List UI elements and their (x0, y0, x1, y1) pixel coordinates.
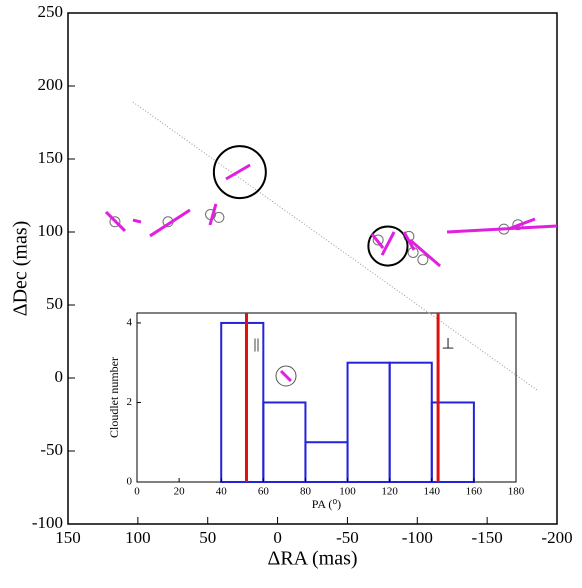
inset-icon-vector (279, 369, 293, 383)
main-plot-frame (67, 12, 558, 525)
x-tick-label: -200 (541, 528, 572, 547)
polarization-vector (380, 231, 396, 256)
x-tick-label: 20 (174, 485, 186, 497)
x-axis-label: ΔRA (mas) (267, 547, 357, 569)
x-tick-label: -150 (472, 528, 503, 547)
x-tick-label: 180 (508, 485, 525, 497)
y-tick-label: 2 (127, 396, 133, 408)
y-tick-label: -50 (40, 440, 63, 459)
polarization-vector (446, 224, 558, 234)
y-tick-label: -100 (32, 513, 63, 532)
y-tick-label: 250 (38, 2, 64, 21)
reference-line (132, 101, 538, 391)
polarization-vector (507, 217, 536, 231)
maser-spot (417, 254, 429, 266)
inset-plot-frame (136, 312, 517, 483)
y-tick-label: 100 (38, 221, 64, 240)
x-tick-label: 160 (466, 485, 483, 497)
histogram-bar (304, 441, 349, 483)
x-tick-label: -100 (402, 528, 433, 547)
x-tick-label: 0 (134, 485, 140, 497)
maser-spot (372, 234, 384, 246)
polarization-vector (149, 208, 191, 238)
x-tick-label: 100 (339, 485, 356, 497)
polarization-vector (104, 210, 127, 233)
big-circle (367, 225, 409, 267)
y-axis-label: ΔDec (mas) (10, 221, 32, 317)
histogram-bar (262, 401, 307, 483)
y-axis-label: Cloudlet number (107, 357, 121, 438)
x-tick-label: 140 (424, 485, 441, 497)
polarization-vector (208, 203, 218, 226)
polarization-vector (225, 163, 251, 181)
polarization-vector (409, 238, 442, 268)
polarization-vector (370, 233, 385, 249)
x-tick-label: 40 (216, 485, 228, 497)
maser-spot (213, 211, 225, 223)
x-tick-label: -50 (336, 528, 359, 547)
x-tick-label: 50 (199, 528, 216, 547)
y-tick-label: 50 (46, 294, 63, 313)
big-circle (212, 145, 267, 200)
histogram-bar (388, 361, 433, 483)
y-tick-label: 4 (127, 316, 133, 328)
x-axis-label: PA (⁰) (312, 497, 341, 511)
y-tick-label: 200 (38, 75, 64, 94)
histogram-bar (346, 361, 391, 483)
y-tick-label: 150 (38, 148, 64, 167)
inset-icon (275, 365, 297, 387)
histogram-bar (430, 401, 475, 483)
y-tick-label: 0 (55, 367, 64, 386)
y-tick-label: 0 (127, 476, 133, 488)
x-tick-label: 60 (258, 485, 270, 497)
reference-label: ⊥ (442, 336, 455, 352)
x-tick-label: 80 (300, 485, 312, 497)
maser-spot (109, 216, 121, 228)
x-tick-label: 0 (273, 528, 282, 547)
polarization-vector (402, 231, 416, 251)
x-tick-label: 150 (55, 528, 81, 547)
x-tick-label: 100 (125, 528, 151, 547)
polarization-vector (132, 218, 142, 224)
reference-label: || (253, 336, 259, 352)
x-tick-label: 120 (381, 485, 398, 497)
